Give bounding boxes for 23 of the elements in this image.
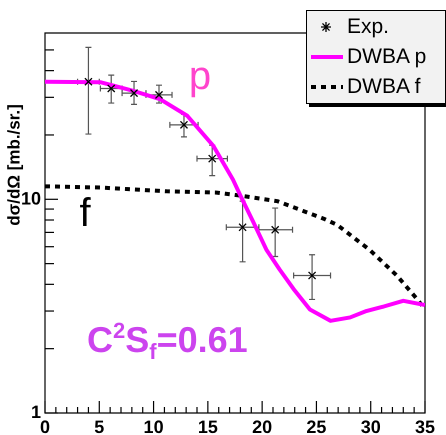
y-tick-label: 1	[30, 402, 41, 422]
point	[84, 78, 93, 86]
legend-label: Exp.	[347, 15, 390, 39]
point	[180, 120, 188, 130]
x-tick-label: 30	[360, 416, 381, 435]
point	[154, 90, 164, 100]
point	[270, 226, 280, 234]
x-tick-label: 15	[198, 416, 218, 435]
point	[238, 223, 247, 232]
x-tick-label: 5	[94, 416, 104, 435]
legend-label: DWBA f	[347, 75, 421, 99]
legend-label: DWBA p	[347, 45, 426, 69]
annotation: f	[79, 191, 92, 236]
x-tick-label: 35	[414, 416, 436, 435]
x-tick-label: 0	[40, 416, 50, 435]
point	[107, 84, 116, 93]
annotation: p	[188, 54, 212, 98]
x-tick-label: 20	[252, 416, 272, 435]
point	[208, 154, 216, 163]
point	[130, 88, 138, 98]
x-tick-label: 10	[144, 416, 164, 435]
point	[308, 271, 316, 280]
x-tick-label: 25	[306, 416, 326, 435]
